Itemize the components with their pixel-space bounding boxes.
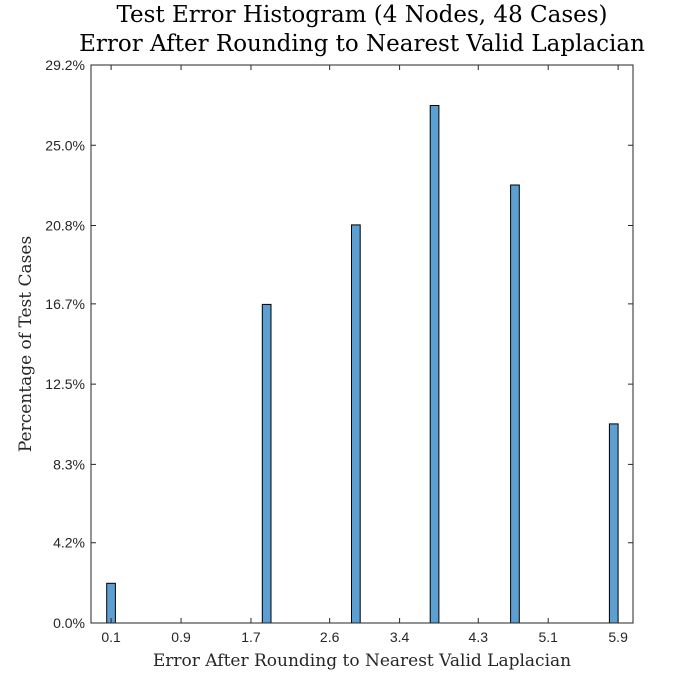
bar-2 — [351, 224, 361, 624]
bar-0 — [106, 582, 116, 624]
x-tick-label-5: 4.3 — [469, 629, 489, 645]
x-tick-label-0: 0.1 — [101, 629, 121, 645]
chart-subtitle: Error After Rounding to Nearest Valid La… — [79, 31, 645, 57]
bar-1 — [261, 303, 272, 624]
x-tick-label-4: 3.4 — [390, 629, 410, 645]
x-tick-label-6: 5.1 — [538, 629, 558, 645]
x-axis-label: Error After Rounding to Nearest Valid La… — [153, 651, 571, 671]
x-tick-label-7: 5.9 — [608, 629, 628, 645]
y-tick-label-2: 8.3% — [53, 456, 85, 472]
y-tick-label-5: 20.8% — [45, 218, 85, 234]
y-tick-label-3: 12.5% — [45, 376, 85, 392]
bar-4 — [510, 184, 520, 624]
x-tick-label-1: 0.9 — [171, 629, 191, 645]
bar-3 — [429, 105, 440, 624]
plot-area: 0.0% 4.2% 8.3% 12.5% 16.7% 20.8% 25.0% 29.2% 0.1… — [45, 57, 634, 645]
y-tick-label-6: 25.0% — [45, 137, 85, 153]
plot-frame — [90, 64, 634, 624]
chart-title: Test Error Histogram (4 Nodes, 48 Cases) — [116, 2, 607, 28]
x-tick-label-2: 1.7 — [241, 629, 261, 645]
bar-5 — [608, 423, 619, 624]
y-tick-label-4: 16.7% — [45, 296, 85, 312]
y-tick-label-0: 0.0% — [53, 615, 85, 631]
x-tick-label-3: 2.6 — [320, 629, 340, 645]
y-tick-label-1: 4.2% — [53, 535, 85, 551]
y-axis-label: Percentage of Test Cases — [16, 236, 36, 452]
y-tick-label-7: 29.2% — [45, 57, 85, 73]
